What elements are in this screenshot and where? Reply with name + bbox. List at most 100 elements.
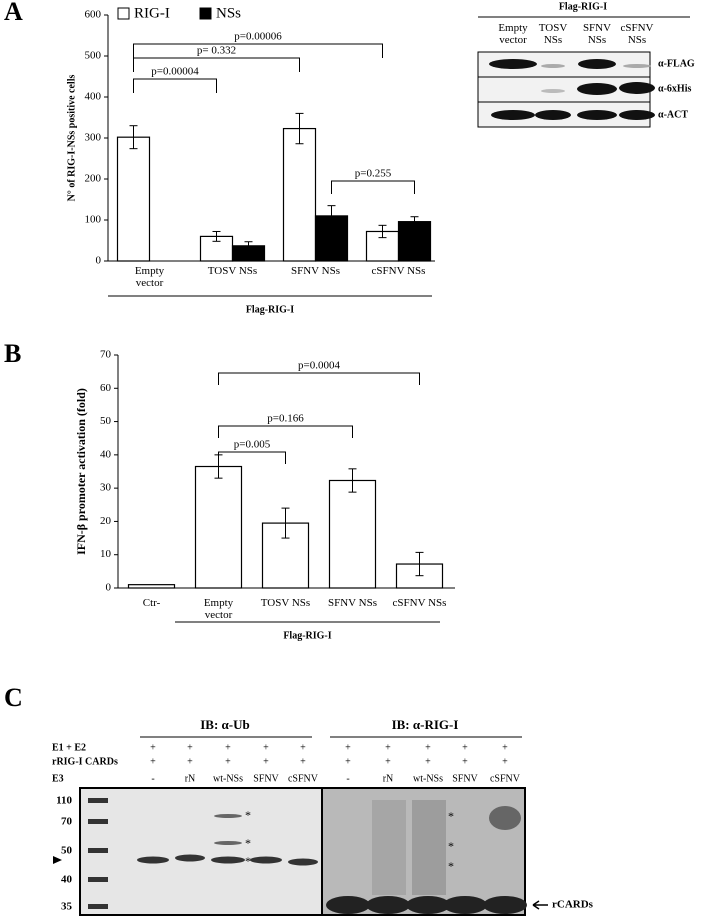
lane-mark: +	[385, 756, 391, 767]
band	[175, 854, 205, 862]
asterisk: *	[448, 839, 454, 853]
legend-swatch	[199, 7, 212, 20]
band	[489, 59, 537, 69]
lane-mark: cSFNV	[490, 773, 521, 784]
legend-swatch	[117, 7, 130, 20]
band	[491, 110, 535, 120]
significance-bracket	[218, 451, 286, 464]
lane-mark: +	[462, 742, 468, 753]
y-tick-label: 500	[85, 50, 102, 62]
band	[211, 856, 245, 864]
band	[489, 806, 521, 830]
lane-label: cSFNV NSs	[620, 22, 654, 46]
mw-label: 110	[56, 795, 72, 807]
bar	[314, 215, 349, 262]
blot-c-image	[53, 787, 548, 916]
group-label: Flag-RIG-I	[283, 630, 331, 641]
lane-mark: +	[345, 742, 351, 753]
legend-label: RIG-I	[134, 5, 170, 21]
significance-bracket	[218, 372, 420, 385]
band	[214, 841, 242, 845]
mw-label: 40	[61, 874, 73, 886]
p-value: p=0.166	[267, 413, 304, 425]
mw-label: 70	[61, 816, 73, 828]
mw-label: 50	[61, 845, 73, 857]
lane-mark: +	[300, 756, 306, 767]
legend-label: NSs	[216, 5, 241, 21]
band	[578, 59, 616, 69]
p-value: p=0.0004	[298, 360, 340, 372]
band	[137, 856, 169, 864]
blot-header: IB: α-Ub	[200, 717, 250, 732]
lane-mark: -	[346, 773, 349, 784]
lane-mark: +	[385, 742, 391, 753]
asterisk: *	[448, 809, 454, 823]
x-tick-label: Ctr-	[142, 597, 161, 609]
bar	[328, 479, 377, 589]
lane-mark: SFNV	[253, 773, 279, 784]
y-tick-label: 70	[100, 349, 112, 361]
p-value: p=0.005	[234, 439, 271, 451]
y-tick-label: 200	[85, 173, 102, 185]
ladder-band	[88, 877, 108, 882]
bar	[194, 465, 243, 589]
x-tick-label: SFNV NSs	[290, 265, 341, 277]
y-tick-label: 30	[100, 482, 112, 494]
p-value: p=0.00004	[151, 66, 199, 78]
asterisk: *	[245, 836, 251, 850]
asterisk: *	[245, 854, 251, 868]
ladder-band	[88, 819, 108, 824]
row-label: E3	[52, 773, 64, 784]
y-tick-label: 10	[100, 548, 112, 560]
y-tick-label: 40	[100, 448, 112, 460]
group-label: Flag-RIG-I	[246, 304, 294, 315]
significance-bracket	[218, 425, 353, 438]
arrow	[532, 900, 548, 910]
lane-mark: +	[187, 742, 193, 753]
lane-mark: +	[345, 756, 351, 767]
y-tick-label: 100	[85, 214, 102, 226]
y-tick-label: 300	[85, 132, 102, 144]
lane-mark: +	[502, 756, 508, 767]
p-value: p=0.00006	[234, 31, 282, 43]
y-axis-title: IFN-β promoter activation (fold)	[74, 388, 88, 555]
lane-mark: +	[150, 742, 156, 753]
antibody-label: α-FLAG	[658, 58, 695, 69]
band	[443, 896, 487, 914]
p-value: p=0.255	[355, 168, 392, 180]
antibody-label: α-ACT	[658, 109, 688, 120]
mw-label: 35	[61, 901, 73, 913]
ladder-band	[88, 798, 108, 803]
asterisk: *	[245, 808, 251, 822]
lane-mark: +	[225, 756, 231, 767]
band	[541, 64, 565, 68]
bar	[282, 127, 317, 262]
y-tick-label: 0	[96, 255, 102, 267]
bar	[397, 221, 432, 262]
row-label: E1 + E2	[52, 742, 86, 753]
lane-mark: +	[300, 742, 306, 753]
antibody-label: α-6xHis	[658, 83, 691, 94]
x-tick-label: TOSV NSs	[260, 597, 311, 609]
band	[366, 896, 410, 914]
lane-mark: rN	[185, 773, 196, 784]
p-value: p= 0.332	[197, 45, 236, 57]
blot-header: IB: α-RIG-I	[392, 717, 459, 732]
band-label: rCARDs	[552, 899, 594, 911]
bar	[127, 584, 176, 589]
x-tick-label: Empty vector	[203, 597, 234, 621]
x-tick-label: Empty vector	[134, 265, 165, 289]
significance-bracket	[133, 43, 383, 58]
lane-mark: +	[225, 742, 231, 753]
row-label: rRIG-I CARDs	[52, 756, 118, 767]
panel-letter: B	[4, 339, 21, 368]
lane-mark: +	[425, 756, 431, 767]
blot-a-image	[477, 51, 655, 128]
bar	[116, 136, 151, 262]
significance-bracket	[331, 180, 415, 194]
x-tick-label: cSFNV NSs	[371, 265, 426, 277]
band	[619, 110, 655, 120]
lane-mark: +	[263, 756, 269, 767]
lane-mark: +	[263, 742, 269, 753]
